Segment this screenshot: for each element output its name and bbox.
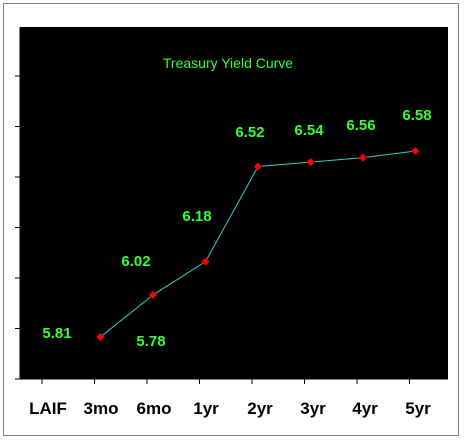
chart-title: Treasury Yield Curve [163, 55, 293, 71]
x-tick-label-laif: LAIF [29, 399, 67, 418]
data-point-4yr [358, 153, 368, 163]
x-tick-label-4yr: 4yr [352, 399, 378, 418]
x-tick-label-3yr: 3yr [300, 399, 326, 418]
data-point-3mo [96, 332, 105, 342]
x-tick-label-2yr: 2yr [247, 399, 273, 418]
data-point-6mo [148, 290, 158, 300]
data-point-3yr [306, 157, 315, 167]
data-point-2yr [253, 162, 263, 171]
data-label-2yr: 6.52 [235, 124, 264, 141]
plot-area [20, 27, 448, 379]
data-label-4yr: 6.56 [346, 117, 375, 134]
data-label-5yr: 6.58 [402, 107, 431, 124]
x-tick-label-1yr: 1yr [193, 399, 219, 418]
x-tick-label-3mo: 3mo [84, 399, 119, 418]
x-tick-label-5yr: 5yr [405, 399, 431, 418]
data-label-3yr: 6.54 [294, 122, 324, 139]
data-label-laif: 5.81 [42, 325, 71, 342]
x-tick-label-6mo: 6mo [137, 399, 172, 418]
data-label-3mo: 5.78 [136, 333, 165, 350]
data-label-1yr: 6.18 [182, 208, 211, 225]
data-point-1yr [201, 257, 210, 267]
data-label-6mo: 6.02 [121, 253, 150, 270]
data-point-5yr [411, 146, 420, 156]
